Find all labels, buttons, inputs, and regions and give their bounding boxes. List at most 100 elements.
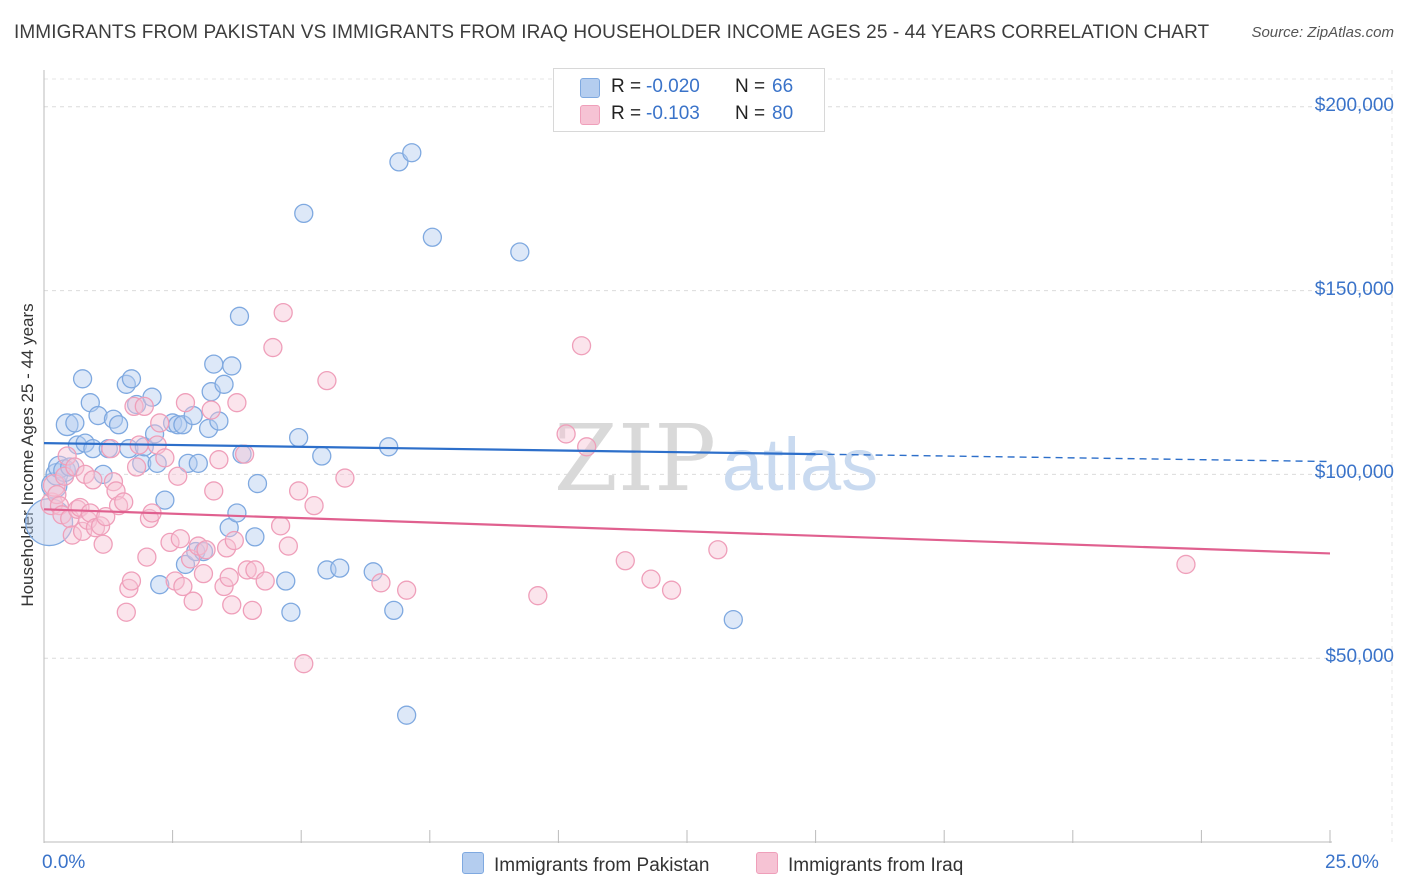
y-tick-label-1: $100,000	[1314, 462, 1394, 484]
point-iraq-9	[65, 457, 85, 477]
point-iraq-46	[183, 591, 203, 611]
point-iraq-67	[278, 536, 298, 556]
legend-item-pakistan[interactable]: Immigrants from Pakistan	[462, 852, 709, 877]
legend-n-label: N =	[735, 103, 766, 124]
point-iraq-55	[219, 567, 239, 587]
point-iraq-61	[242, 600, 262, 621]
legend-r-label: R =	[611, 103, 642, 124]
point-iraq-75	[528, 586, 548, 606]
point-iraq-49	[196, 540, 216, 560]
zipatlas-watermark: ZIP atlas	[554, 405, 878, 512]
point-pakistan-40	[204, 354, 224, 374]
point-pakistan-57	[363, 562, 383, 582]
point-iraq-65	[270, 516, 291, 536]
point-iraq-23	[106, 481, 126, 501]
point-pakistan-61	[397, 705, 417, 725]
point-pakistan-45	[227, 503, 247, 523]
gridlines	[44, 70, 1393, 842]
point-iraq-83	[1176, 554, 1196, 575]
axes	[43, 70, 1332, 843]
point-pakistan-64	[510, 242, 530, 262]
point-iraq-29	[124, 396, 144, 417]
legend-r-value: -0.103	[646, 103, 700, 124]
legend-swatch-iraq	[580, 105, 600, 125]
point-pakistan-5	[55, 413, 79, 437]
point-pakistan-62	[402, 143, 422, 163]
point-iraq-44	[175, 393, 196, 413]
point-iraq-19	[93, 534, 113, 554]
source-label: Source: ZipAtlas.com	[1251, 24, 1394, 41]
point-iraq-59	[234, 444, 255, 464]
point-iraq-69	[294, 654, 314, 674]
point-pakistan-44	[222, 356, 242, 376]
point-iraq-68	[288, 481, 309, 501]
point-iraq-18	[90, 516, 111, 536]
point-pakistan-49	[247, 473, 268, 494]
point-iraq-27	[119, 578, 139, 598]
point-iraq-78	[577, 437, 597, 457]
point-iraq-52	[209, 450, 229, 470]
point-iraq-63	[255, 571, 275, 591]
point-iraq-32	[134, 396, 154, 417]
legend-swatch-pakistan	[580, 78, 600, 98]
point-iraq-82	[708, 540, 728, 560]
x-tick-max: 25.0%	[1325, 852, 1379, 873]
point-iraq-79	[615, 551, 635, 571]
point-iraq-50	[201, 400, 221, 420]
point-iraq-77	[571, 336, 592, 356]
trend-line-pakistan	[43, 442, 816, 456]
point-iraq-24	[108, 495, 129, 516]
trend-line-iraq	[43, 508, 1331, 555]
point-iraq-57	[224, 530, 244, 551]
point-iraq-76	[556, 424, 576, 444]
data-points	[25, 143, 1196, 725]
point-iraq-38	[155, 448, 175, 468]
point-iraq-6	[57, 446, 77, 466]
point-iraq-70	[304, 495, 324, 516]
point-pakistan-18	[116, 374, 136, 394]
point-pakistan-22	[132, 453, 152, 474]
point-iraq-28	[121, 571, 142, 591]
point-pakistan-58	[378, 437, 399, 457]
point-pakistan-50	[276, 571, 296, 591]
point-iraq-26	[116, 602, 136, 622]
point-iraq-39	[160, 532, 180, 553]
point-pakistan-51	[281, 602, 301, 622]
point-iraq-25	[114, 492, 134, 512]
point-iraq-71	[317, 370, 337, 391]
legend-r-label: R =	[611, 76, 642, 97]
point-iraq-66	[273, 302, 293, 323]
point-pakistan-54	[312, 446, 332, 466]
point-iraq-42	[170, 529, 190, 549]
point-iraq-64	[263, 337, 283, 358]
legend-label-pakistan: Immigrants from Pakistan	[494, 855, 710, 876]
point-pakistan-41	[209, 411, 229, 431]
point-pakistan-17	[108, 415, 129, 435]
point-iraq-73	[371, 573, 391, 593]
point-iraq-41	[168, 466, 188, 486]
watermark-atlas: atlas	[722, 423, 878, 506]
legend-n-value: 66	[772, 76, 794, 97]
point-iraq-53	[214, 576, 234, 597]
point-pakistan-52	[288, 427, 309, 448]
point-iraq-51	[204, 481, 224, 501]
point-pakistan-36	[188, 453, 208, 474]
point-iraq-72	[335, 468, 355, 488]
point-iraq-74	[397, 580, 417, 600]
trend-lines	[43, 442, 1331, 555]
point-pakistan-20	[121, 369, 142, 389]
point-iraq-56	[222, 595, 242, 615]
legend-item-iraq[interactable]: Immigrants from Iraq	[756, 852, 963, 877]
legend-label-iraq: Immigrants from Iraq	[788, 855, 964, 876]
point-iraq-80	[641, 569, 661, 589]
point-iraq-33	[137, 547, 157, 567]
point-pakistan-9	[72, 369, 93, 389]
legend-swatch-iraq	[756, 852, 778, 874]
chart-title: IMMIGRANTS FROM PAKISTAN VS IMMIGRANTS F…	[14, 22, 1210, 43]
x-tick-min: 0.0%	[42, 852, 86, 873]
point-iraq-58	[227, 393, 247, 413]
point-pakistan-13	[88, 405, 108, 426]
point-pakistan-46	[229, 306, 250, 326]
point-iraq-54	[216, 538, 237, 558]
